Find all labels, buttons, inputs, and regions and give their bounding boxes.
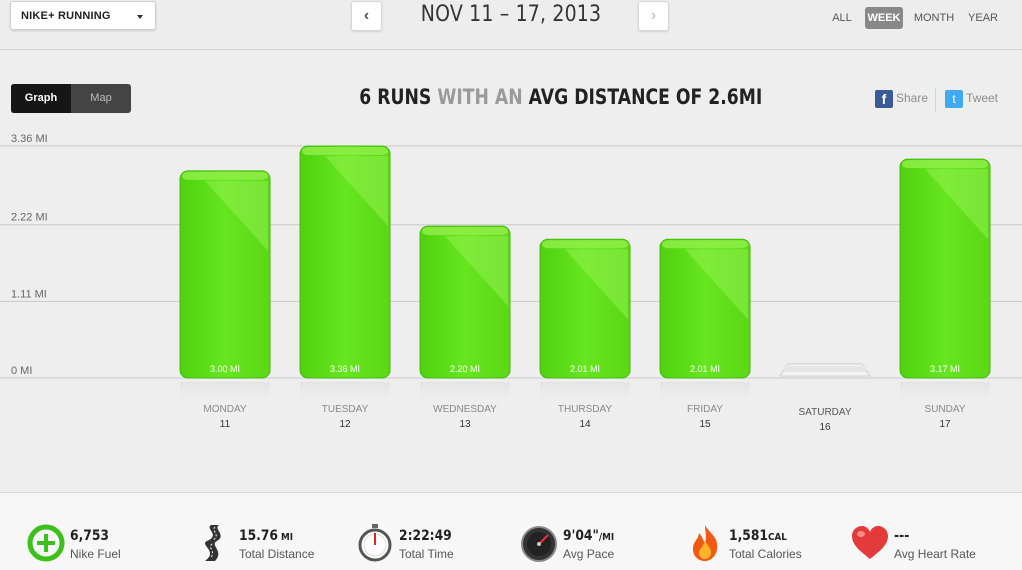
bar-reflection-fade <box>300 382 390 418</box>
social-divider <box>935 88 936 112</box>
bar-highlight <box>902 160 988 169</box>
x-category-label: SUNDAY <box>925 404 966 415</box>
bar-reflection-fade <box>180 382 270 418</box>
y-tick-label: 3.36 MI <box>11 133 48 145</box>
period-year-button[interactable]: YEAR <box>968 12 998 24</box>
activity-type-label: NIKE+ RUNNING <box>21 10 111 22</box>
bar-highlight <box>542 240 628 249</box>
bar-value-label: 2.20 MI <box>450 364 480 374</box>
x-date-label: 11 <box>220 419 231 430</box>
weekly-distance-chart: 0 MI 1.11 MI 2.22 MI 3.36 MI 3.00 MI MONDAY 1… <box>0 133 1022 433</box>
bar-reflection-fade <box>540 382 630 418</box>
bar-value-label: 3.17 MI <box>930 364 960 374</box>
twitter-tweet-button[interactable]: t Tweet <box>945 90 998 108</box>
x-date-label: 12 <box>339 419 351 430</box>
previous-week-button[interactable]: ‹ <box>351 1 382 31</box>
y-tick-label: 2.22 MI <box>11 212 48 224</box>
x-category-label: MONDAY <box>203 404 246 415</box>
summary-connector-text: WITH AN <box>437 85 529 109</box>
road-icon <box>205 525 221 561</box>
y-tick-label: 0 MI <box>11 365 32 377</box>
x-date-label: 16 <box>819 422 831 433</box>
bar <box>419 225 511 379</box>
x-category-label: SATURDAY <box>799 407 852 418</box>
period-week-button[interactable]: WEEK <box>865 7 903 29</box>
bar-highlight <box>662 240 748 249</box>
view-toggle: Graph Map <box>11 84 131 113</box>
avg-heart-rate-value: --- <box>894 528 910 544</box>
bar-sheen <box>925 169 988 240</box>
nike-fuel-value: 6,753 <box>70 528 109 544</box>
y-tick-label: 1.11 MI <box>11 288 47 300</box>
nike-fuel-icon <box>27 524 65 562</box>
nike-fuel-label: Nike Fuel <box>70 547 121 561</box>
x-date-label: 17 <box>939 419 951 430</box>
graph-view-button[interactable]: Graph <box>11 84 71 113</box>
chevron-down-icon <box>137 15 143 19</box>
x-date-label: 15 <box>699 419 711 430</box>
bar <box>179 170 271 379</box>
x-date-label: 13 <box>459 419 471 430</box>
bar-highlight <box>302 147 388 155</box>
avg-distance-text: AVG DISTANCE OF 2.6MI <box>528 85 763 109</box>
period-all-button[interactable]: ALL <box>832 12 852 24</box>
bar-sheen <box>565 249 628 320</box>
activity-type-select[interactable]: NIKE+ RUNNING <box>10 1 156 30</box>
bar <box>659 238 751 379</box>
next-week-button[interactable]: › <box>638 1 669 31</box>
bar <box>899 158 991 379</box>
share-label: Share <box>896 91 929 106</box>
empty-day-inner <box>784 366 866 372</box>
runs-count-text: 6 RUNS <box>359 85 438 109</box>
total-time-label: Total Time <box>399 547 454 561</box>
total-distance-value: 15.76 MI <box>239 528 294 544</box>
bar-highlight <box>422 227 508 236</box>
avg-pace-value: 9'04"/MI <box>563 528 615 544</box>
x-category-label: TUESDAY <box>322 404 369 415</box>
total-time-value: 2:22:49 <box>399 528 452 544</box>
facebook-icon: f <box>875 90 893 108</box>
x-date-label: 14 <box>579 419 591 430</box>
bar-value-label: 2.01 MI <box>570 364 600 374</box>
avg-heart-rate-label: Avg Heart Rate <box>894 547 976 561</box>
heart-icon <box>852 526 888 559</box>
week-range-title: NOV 11 – 17, 2013 <box>420 2 602 27</box>
total-calories-label: Total Calories <box>729 547 802 561</box>
bar-sheen <box>325 156 388 226</box>
map-view-button[interactable]: Map <box>90 92 112 104</box>
bar-highlight <box>182 171 268 180</box>
twitter-icon: t <box>945 90 963 108</box>
stats-footer: 6,753 Nike Fuel 15.76 MI Total Distance … <box>0 492 1022 570</box>
bar-reflection-fade <box>660 382 750 418</box>
bar-sheen <box>685 249 748 320</box>
top-bar: NIKE+ RUNNING ‹ NOV 11 – 17, 2013 › ALL … <box>0 0 1022 50</box>
bar-value-label: 3.00 MI <box>210 364 240 374</box>
stopwatch-icon <box>358 524 392 562</box>
bar-reflection-fade <box>900 382 990 418</box>
period-month-button[interactable]: MONTH <box>913 12 955 24</box>
facebook-share-button[interactable]: f Share <box>875 90 928 108</box>
x-category-label: THURSDAY <box>558 404 613 415</box>
bar <box>539 238 631 379</box>
total-calories-value: 1,581CAL <box>729 528 787 544</box>
x-category-label: FRIDAY <box>687 404 723 415</box>
runs-summary-heading: 6 RUNS WITH AN AVG DISTANCE OF 2.6MI <box>359 85 762 109</box>
bar-value-label: 3.36 MI <box>330 364 360 374</box>
x-category-label: WEDNESDAY <box>433 404 497 415</box>
tweet-label: Tweet <box>966 91 999 106</box>
bar-sheen <box>205 180 268 251</box>
speedometer-icon <box>521 526 557 562</box>
bar-sheen <box>445 236 508 307</box>
bar-reflection-fade <box>420 382 510 418</box>
total-distance-label: Total Distance <box>239 547 315 561</box>
bar <box>299 145 391 379</box>
avg-pace-label: Avg Pace <box>563 547 615 561</box>
bar-value-label: 2.01 MI <box>690 364 720 374</box>
flame-icon <box>693 525 718 561</box>
